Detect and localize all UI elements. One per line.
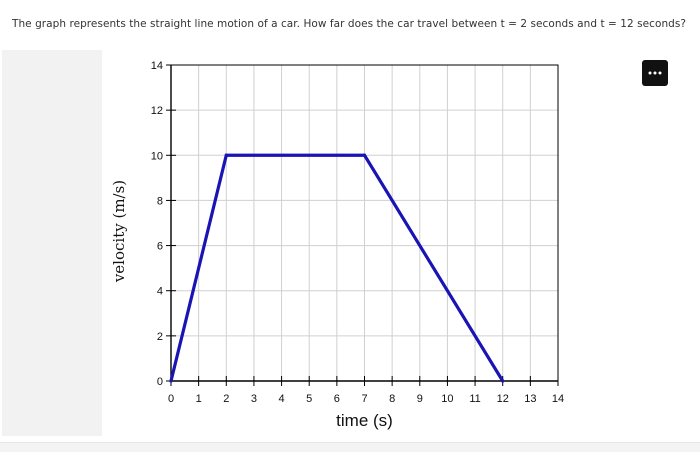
- x-tick-label: 13: [524, 393, 536, 405]
- image-card: [102, 50, 687, 436]
- y-tick-label: 10: [151, 150, 163, 162]
- chart-axes: [166, 64, 559, 386]
- bottom-divider: [0, 442, 700, 452]
- x-tick-label: 14: [552, 393, 564, 405]
- x-tick-label: 11: [469, 393, 480, 405]
- image-card-margin: [2, 50, 102, 436]
- x-tick-label: 1: [196, 393, 202, 405]
- y-tick-label: 8: [157, 195, 163, 207]
- chart-grid: [171, 64, 559, 381]
- x-tick-label: 2: [223, 393, 229, 405]
- y-tick-label: 14: [151, 60, 163, 72]
- x-tick-label: 4: [279, 393, 285, 405]
- more-horizontal-icon: [648, 71, 662, 75]
- x-tick-label: 9: [417, 393, 423, 405]
- x-axis-label: time (s): [336, 411, 393, 430]
- x-tick-label: 7: [361, 393, 367, 405]
- chart-series: [169, 153, 505, 383]
- velocity-series-point: [362, 153, 367, 157]
- velocity-series-point: [169, 379, 173, 383]
- y-tick-label: 0: [157, 376, 163, 388]
- x-tick-label: 3: [251, 393, 257, 405]
- velocity-series-point: [501, 379, 505, 383]
- y-tick-label: 4: [157, 286, 163, 298]
- y-axis-label: velocity (m/s): [110, 180, 128, 283]
- x-tick-label: 12: [497, 393, 509, 405]
- x-tick-label: 8: [389, 393, 395, 405]
- y-tick-label: 2: [157, 331, 163, 343]
- y-tick-label: 6: [157, 241, 163, 253]
- x-tick-label: 5: [306, 393, 312, 405]
- y-tick-label: 12: [151, 105, 163, 117]
- x-tick-label: 6: [334, 393, 340, 405]
- velocity-series-line: [169, 153, 505, 382]
- x-tick-label: 0: [168, 393, 174, 405]
- velocity-series-point: [224, 153, 228, 157]
- x-tick-label: 10: [441, 393, 453, 405]
- question-text: The graph represents the straight line m…: [12, 18, 687, 30]
- more-options-button[interactable]: [642, 60, 668, 86]
